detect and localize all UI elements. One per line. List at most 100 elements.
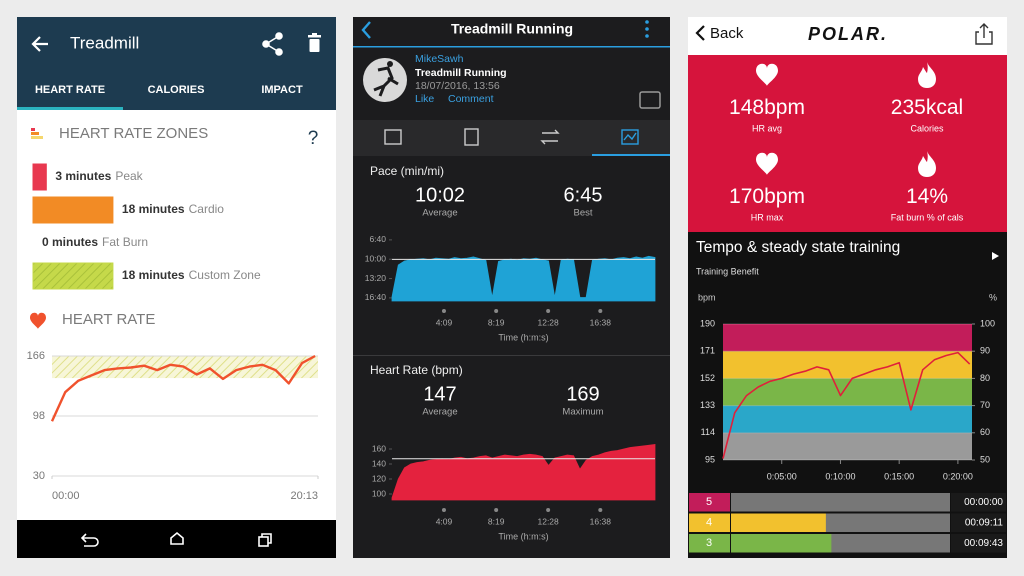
stat-label: HR avg [752, 123, 782, 133]
x-tick [494, 309, 499, 313]
zone-label: 18 minutes Custom Zone [122, 268, 261, 282]
menu-icon[interactable] [645, 20, 649, 38]
zone-track [731, 493, 950, 512]
stat-value: 6:45 [564, 184, 603, 206]
tab[interactable]: IMPACT [261, 84, 303, 96]
nav-back[interactable] [80, 533, 99, 547]
x-tick-label: 0:20:00 [943, 471, 973, 481]
delete-icon[interactable] [308, 33, 321, 52]
tab-overview[interactable] [384, 129, 402, 145]
polar-stats-panel [688, 55, 1007, 232]
runner-head [387, 61, 393, 67]
zone-number: 4 [706, 517, 712, 529]
stat-label: Fat burn % of cals [891, 212, 964, 222]
y2-tick-label: 60 [980, 427, 990, 437]
y-tick-label: 171 [700, 346, 715, 356]
zone-name: Custom Zone [189, 268, 261, 282]
y-tick-label: 10:00 [365, 253, 387, 263]
stat-label: Best [573, 208, 592, 219]
zone-band [723, 378, 972, 406]
y-tick-label: 140 [372, 458, 386, 468]
zone-minutes: 3 minutes [55, 169, 111, 183]
tab-details[interactable] [464, 128, 479, 146]
zone-name: Cardio [189, 202, 225, 216]
zone-band [723, 351, 972, 379]
y-tick-label: 166 [27, 350, 45, 362]
y2-tick-label: 70 [980, 400, 990, 410]
nav-recents[interactable] [258, 533, 272, 547]
zone-label: 0 minutes Fat Burn [42, 235, 148, 249]
runner-icon [373, 66, 399, 97]
share-icon[interactable] [975, 23, 993, 45]
zone-minutes: 18 minutes [122, 268, 185, 282]
brand-logo: POLAR. [808, 24, 888, 44]
back-icon[interactable] [695, 25, 705, 41]
tab-charts[interactable] [621, 129, 639, 145]
nav-home[interactable] [170, 531, 184, 545]
tab[interactable]: CALORIES [148, 84, 205, 96]
y-tick-label: 13:20 [365, 273, 387, 283]
android-nav-bar [17, 520, 336, 558]
stat-number: 148 [729, 96, 764, 119]
x-tick [441, 309, 446, 313]
polar-header [688, 17, 1007, 55]
tab[interactable]: HEART RATE [35, 84, 105, 96]
play-icon[interactable] [992, 252, 999, 260]
stat-label: Calories [910, 123, 944, 133]
zone-bar [32, 196, 114, 224]
y2-tick-label: 90 [980, 346, 990, 356]
garmin-tabbar [353, 120, 670, 156]
zone-label: 18 minutes Cardio [122, 202, 224, 216]
y2-axis-label: % [989, 292, 997, 302]
back-icon[interactable] [31, 36, 48, 52]
action-link[interactable]: Comment [448, 93, 494, 105]
tab-charts-glyph [623, 132, 637, 141]
y-tick-label: 16:40 [365, 292, 387, 302]
zone-number: 5 [706, 496, 712, 508]
y-tick-label: 98 [33, 410, 45, 422]
y-tick-label: 6:40 [369, 234, 386, 244]
help-button[interactable]: ? [308, 128, 319, 149]
stat-value: 14% [906, 185, 948, 208]
stat-value: 10:02 [415, 184, 465, 206]
x-tick-label: 0:10:00 [825, 471, 855, 481]
x-tick [441, 508, 446, 512]
screen-title: Treadmill Running [451, 21, 573, 37]
x-tick-label: 0:05:00 [767, 471, 797, 481]
share-icon[interactable] [262, 32, 283, 56]
action-link[interactable]: Like [415, 93, 434, 105]
stat-number: 170 [729, 185, 764, 208]
stat-unit: bpm [764, 185, 805, 208]
stat-label: Average [422, 407, 457, 418]
screen-title: Treadmill [70, 33, 139, 52]
zone-time: 00:09:11 [965, 517, 1004, 528]
y-tick-label: 30 [33, 470, 45, 482]
x-tick-label: 12:28 [537, 317, 559, 327]
y-tick-label: 190 [700, 318, 715, 328]
zone-time-cell [951, 493, 1006, 512]
x-tick-label: 00:00 [52, 490, 80, 502]
zone-minutes: 0 minutes [42, 235, 98, 249]
device-icon [639, 91, 661, 109]
polar-screen [688, 17, 1007, 558]
avatar [363, 58, 407, 102]
zone-name: Fat Burn [102, 235, 148, 249]
y-tick-label: 95 [705, 454, 715, 464]
x-tick-label: 0:15:00 [884, 471, 914, 481]
back-button[interactable]: Back [710, 25, 744, 42]
active-tab-indicator [592, 154, 670, 156]
heart-rate-line [722, 351, 971, 459]
back-icon[interactable] [361, 21, 371, 39]
stat-value: 148bpm [729, 96, 805, 119]
zone-label: 3 minutes Peak [55, 169, 143, 183]
x-tick-label: 20:13 [290, 490, 318, 502]
stat-value: 147 [423, 383, 456, 405]
tab-laps[interactable] [540, 129, 560, 145]
y2-tick-label: 80 [980, 373, 990, 383]
zone-number-cell [689, 534, 730, 553]
user-name[interactable]: MikeSawh [415, 53, 464, 65]
y-tick-label: 120 [372, 473, 386, 483]
stat-unit: % [929, 185, 948, 208]
x-tick [494, 508, 499, 512]
